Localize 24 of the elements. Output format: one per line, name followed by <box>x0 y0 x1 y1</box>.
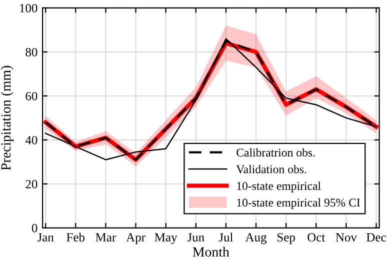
y-axis-title: Precipitation (mm) <box>0 66 14 170</box>
x-tick-label: Jan <box>38 233 54 242</box>
x-tick-label: Apr <box>126 233 146 244</box>
legend-label: 10-state empirical <box>237 182 321 192</box>
y-tick-label: 80 <box>26 48 38 56</box>
x-tick-label: May <box>154 233 178 244</box>
legend-label: Validation obs. <box>236 164 306 174</box>
legend-label: Calibratrion obs. <box>236 148 315 157</box>
x-tick-label: Nov <box>336 233 357 242</box>
x-tick-label: Jun <box>187 233 204 242</box>
x-tick-label: Sep <box>278 233 295 244</box>
y-tick-label: 20 <box>26 180 38 188</box>
x-axis-title: Month <box>192 246 230 257</box>
x-tick-label: Feb <box>66 232 85 242</box>
x-tick-label: Aug <box>245 233 267 244</box>
x-tick-label: Mar <box>96 233 116 242</box>
y-tick-label: 100 <box>20 4 38 12</box>
x-tick-label: Oct <box>308 233 326 242</box>
y-tick-label: 40 <box>25 136 38 144</box>
x-tick-label: Jul <box>218 232 233 242</box>
x-tick-label: Dec <box>366 233 386 242</box>
y-tick-label: 0 <box>32 224 38 232</box>
annotation: 10-state empirical 95% CI <box>237 198 360 210</box>
y-tick-label: 60 <box>26 92 38 100</box>
